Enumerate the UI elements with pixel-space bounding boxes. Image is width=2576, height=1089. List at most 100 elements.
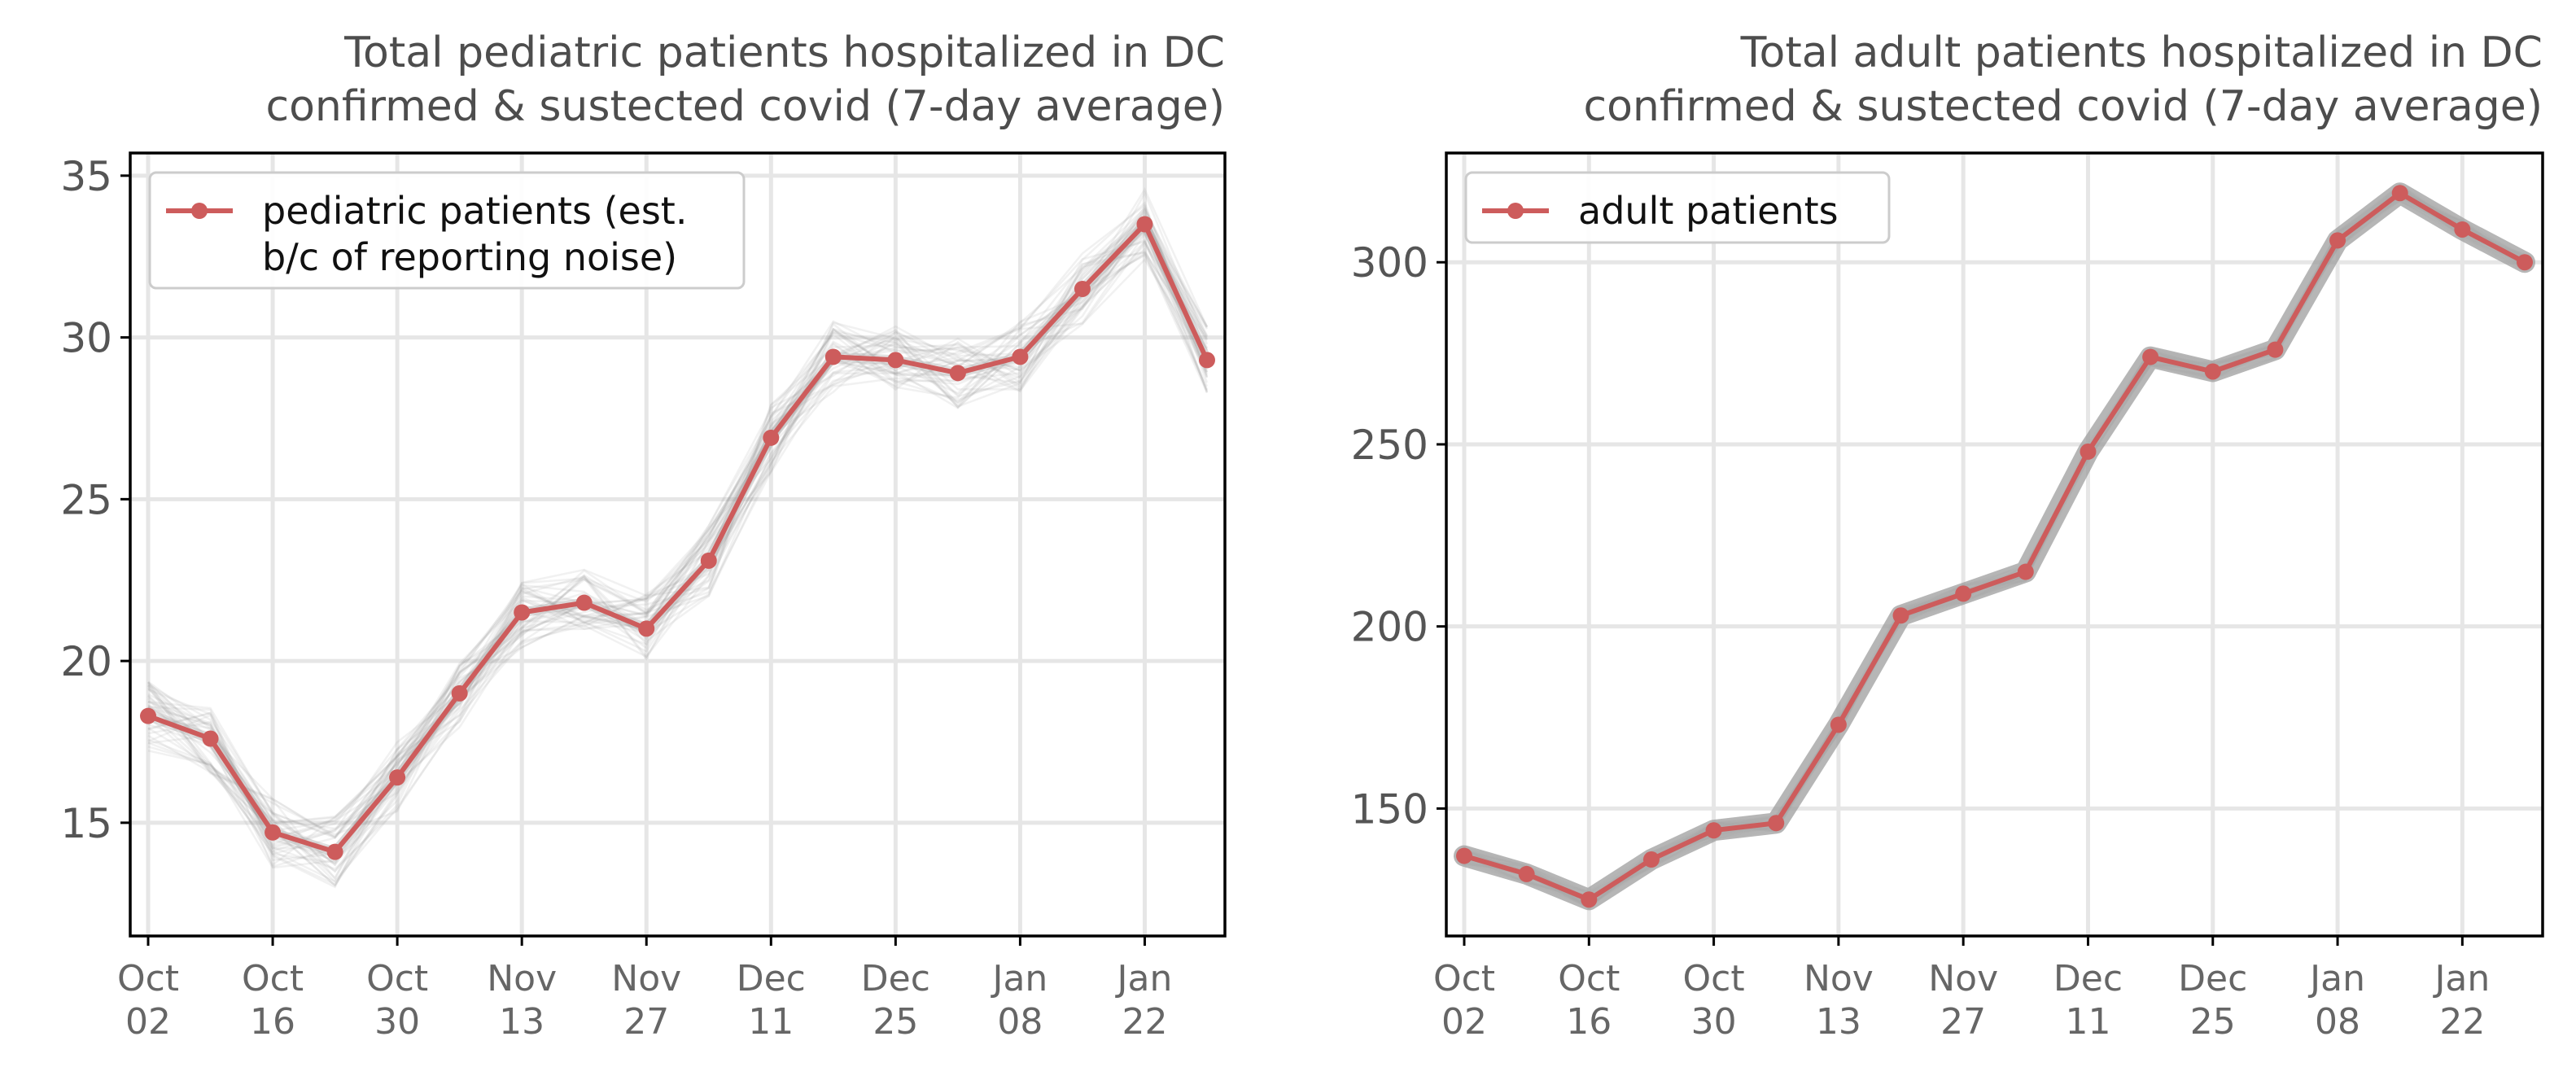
y-axis: 15 20 25 30 35	[60, 153, 130, 847]
x-tick-label-day: 22	[1122, 1001, 1167, 1043]
x-tick-label-day: 11	[748, 1001, 794, 1043]
data-point	[2204, 363, 2221, 380]
data-point	[1705, 822, 1722, 839]
x-tick-label-month: Oct	[1683, 958, 1745, 999]
uncertainty-line	[1463, 183, 2526, 895]
uncertainty-line	[1463, 197, 2526, 909]
data-point	[451, 684, 468, 702]
uncertainty-line	[147, 201, 1209, 836]
uncertainty-line	[1463, 197, 2526, 903]
chart-panel-1: Total pediatric patients hospitalized in…	[60, 28, 1227, 1043]
y-tick-label: 200	[1351, 604, 1428, 651]
data-point	[202, 730, 219, 747]
uncertainty-line	[1463, 195, 2526, 903]
uncertainty-line	[147, 223, 1209, 873]
data-point	[1955, 585, 1972, 602]
uncertainty-line	[1463, 196, 2526, 899]
data-point	[1581, 891, 1598, 908]
y-tick-label: 250	[1351, 422, 1428, 469]
x-tick-label-month: Dec	[737, 958, 806, 999]
uncertainty-line	[147, 251, 1209, 888]
uncertainty-line	[1463, 194, 2526, 893]
x-tick-label-day: 27	[1940, 1001, 1986, 1043]
data-point	[2329, 232, 2346, 249]
y-tick-label: 300	[1351, 239, 1428, 286]
series-2	[1456, 185, 2533, 908]
legend-label-line-1: pediatric patients (est.	[262, 189, 687, 233]
uncertainty-line	[1463, 195, 2526, 908]
uncertainty-line	[147, 225, 1209, 850]
uncertainty-line	[1463, 189, 2526, 908]
uncertainty-line	[147, 239, 1209, 853]
uncertainty-band	[143, 187, 1212, 889]
uncertainty-line	[147, 240, 1209, 855]
uncertainty-line	[1463, 184, 2526, 899]
data-point	[1642, 851, 1660, 868]
data-point	[1518, 865, 1535, 882]
data-point	[1768, 815, 1785, 832]
data-point	[949, 365, 966, 382]
chart-title-line-1: Total adult patients hospitalized in DC	[1740, 28, 2543, 77]
x-tick-label-day: 16	[1566, 1001, 1612, 1043]
legend-label-line-2: b/c of reporting noise)	[262, 235, 677, 279]
uncertainty-line	[147, 203, 1209, 859]
x-tick-label-day: 25	[873, 1001, 918, 1043]
x-tick-label-month: Oct	[117, 958, 179, 999]
plot-frame	[1445, 151, 2544, 938]
plot-frame	[129, 151, 1227, 938]
legend-swatch-marker	[1507, 203, 1524, 219]
uncertainty-line	[147, 208, 1209, 881]
uncertainty-line	[1463, 188, 2526, 897]
uncertainty-line	[1463, 182, 2526, 909]
chart-panel-2: Total adult patients hospitalized in DC c…	[1351, 28, 2544, 1043]
uncertainty-line	[1463, 191, 2526, 902]
legend-box	[148, 171, 746, 290]
uncertainty-line	[147, 223, 1209, 833]
y-tick-label: 20	[60, 638, 112, 685]
y-tick-label: 15	[60, 800, 112, 847]
data-point	[2142, 348, 2159, 365]
x-tick-label-month: Jan	[2307, 958, 2365, 999]
uncertainty-line	[1463, 187, 2526, 900]
uncertainty-line	[1463, 188, 2526, 910]
uncertainty-line	[1463, 183, 2526, 905]
x-tick-label-day: 13	[499, 1001, 545, 1043]
x-tick-label-day: 25	[2190, 1001, 2236, 1043]
x-tick-label-day: 02	[1441, 1001, 1487, 1043]
uncertainty-line	[1463, 188, 2526, 903]
y-axis: 150 200 250 300	[1351, 239, 1446, 833]
uncertainty-line	[147, 225, 1209, 880]
uncertainty-line	[147, 204, 1209, 889]
uncertainty-band	[1454, 182, 2535, 911]
uncertainty-line	[147, 230, 1209, 862]
uncertainty-line	[1463, 187, 2526, 897]
uncertainty-line	[1463, 189, 2526, 900]
x-tick-label-day: 13	[1816, 1001, 1861, 1043]
data-point	[1074, 280, 1091, 297]
uncertainty-line	[147, 247, 1209, 824]
data-point	[2454, 221, 2471, 238]
data-point	[1012, 348, 1029, 365]
data-point	[700, 552, 717, 569]
uncertainty-line	[147, 209, 1209, 884]
grid	[1446, 153, 2543, 936]
uncertainty-line	[1463, 193, 2526, 910]
x-tick-label-day: 02	[125, 1001, 171, 1043]
data-point	[514, 604, 531, 621]
uncertainty-line	[1463, 185, 2526, 899]
x-tick-label-month: Oct	[1558, 958, 1620, 999]
x-tick-label-day: 22	[2439, 1001, 2485, 1043]
data-point	[824, 348, 842, 365]
x-tick-label-month: Dec	[2053, 958, 2123, 999]
x-tick-label-month: Oct	[242, 958, 304, 999]
uncertainty-line	[147, 215, 1209, 862]
uncertainty-line	[147, 225, 1209, 848]
data-point	[326, 843, 343, 860]
uncertainty-line	[1463, 199, 2526, 908]
x-tick-label-month: Jan	[1115, 958, 1173, 999]
uncertainty-line	[1463, 195, 2526, 910]
data-point	[2080, 443, 2097, 460]
uncertainty-line	[147, 219, 1209, 840]
x-tick-label-month: Nov	[1928, 958, 1998, 999]
